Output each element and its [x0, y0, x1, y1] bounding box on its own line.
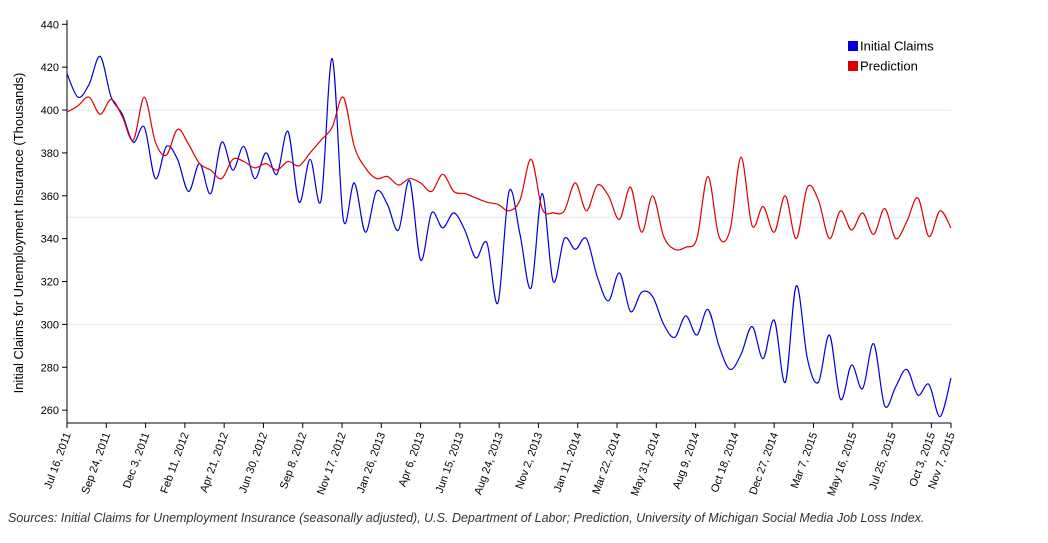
- y-tick-label: 260: [41, 405, 59, 417]
- x-tick-label: Apr 6, 2013: [397, 431, 428, 489]
- x-tick-label: Nov 17, 2012: [315, 431, 349, 497]
- x-tick-label: Sep 24, 2011: [80, 431, 113, 496]
- y-tick-label: 420: [41, 62, 59, 74]
- y-axis-title: Initial Claims for Unemployment Insuranc…: [11, 73, 26, 394]
- legend-swatch-prediction: [848, 61, 858, 71]
- y-tick-label: 320: [41, 277, 59, 289]
- y-axis-ticks: 260 280 300 320 340 360 380 400 420 440: [41, 19, 67, 417]
- y-tick-label: 340: [41, 234, 59, 246]
- x-tick-label: Feb 11, 2012: [159, 431, 192, 495]
- legend-label-initial-claims: Initial Claims: [860, 39, 934, 54]
- x-tick-label: Oct 18, 2014: [709, 431, 742, 494]
- x-tick-label: Nov 2, 2013: [514, 431, 546, 491]
- x-tick-label: Dec 3, 2011: [121, 431, 152, 490]
- x-tick-label: Jul 25, 2015: [867, 431, 899, 491]
- y-tick-label: 360: [41, 191, 59, 203]
- x-tick-label: Jan 11, 2014: [552, 431, 585, 494]
- series-lines: [66, 55, 952, 418]
- x-tick-label: Aug 24, 2013: [472, 431, 506, 497]
- x-tick-label: Dec 27, 2014: [747, 431, 781, 497]
- legend: Initial Claims Prediction: [848, 39, 934, 74]
- legend-label-prediction: Prediction: [860, 59, 918, 74]
- x-axis-ticks: Jul 16, 2011 Sep 24, 2011 Dec 3, 2011 Feb 1…: [42, 423, 958, 498]
- x-tick-label: Mar 7, 2015: [789, 431, 820, 490]
- x-tick-label: Sep 8, 2012: [278, 431, 310, 491]
- legend-swatch-initial-claims: [848, 41, 858, 51]
- x-tick-label: Mar 22, 2014: [590, 431, 623, 496]
- x-tick-label: Jun 15, 2013: [434, 431, 467, 495]
- series-line-prediction: [66, 96, 952, 251]
- y-tick-label: 440: [41, 19, 59, 31]
- x-tick-label: Jan 26, 2013: [355, 431, 388, 495]
- x-tick-label: Aug 9, 2014: [671, 431, 703, 491]
- x-tick-label: Jul 16, 2011: [42, 431, 73, 491]
- x-tick-label: Apr 21, 2012: [198, 431, 231, 494]
- x-tick-label: May 16, 2015: [826, 431, 860, 498]
- source-note: Sources: Initial Claims for Unemployment…: [8, 511, 925, 525]
- y-tick-label: 400: [41, 105, 59, 117]
- y-tick-label: 280: [41, 362, 59, 374]
- y-tick-label: 380: [41, 148, 59, 160]
- axes: [66, 20, 951, 424]
- x-tick-label: May 31, 2014: [629, 431, 663, 498]
- x-tick-label: Jun 30, 2012: [237, 431, 270, 495]
- y-tick-label: 300: [41, 319, 59, 331]
- gridlines: [67, 109, 951, 325]
